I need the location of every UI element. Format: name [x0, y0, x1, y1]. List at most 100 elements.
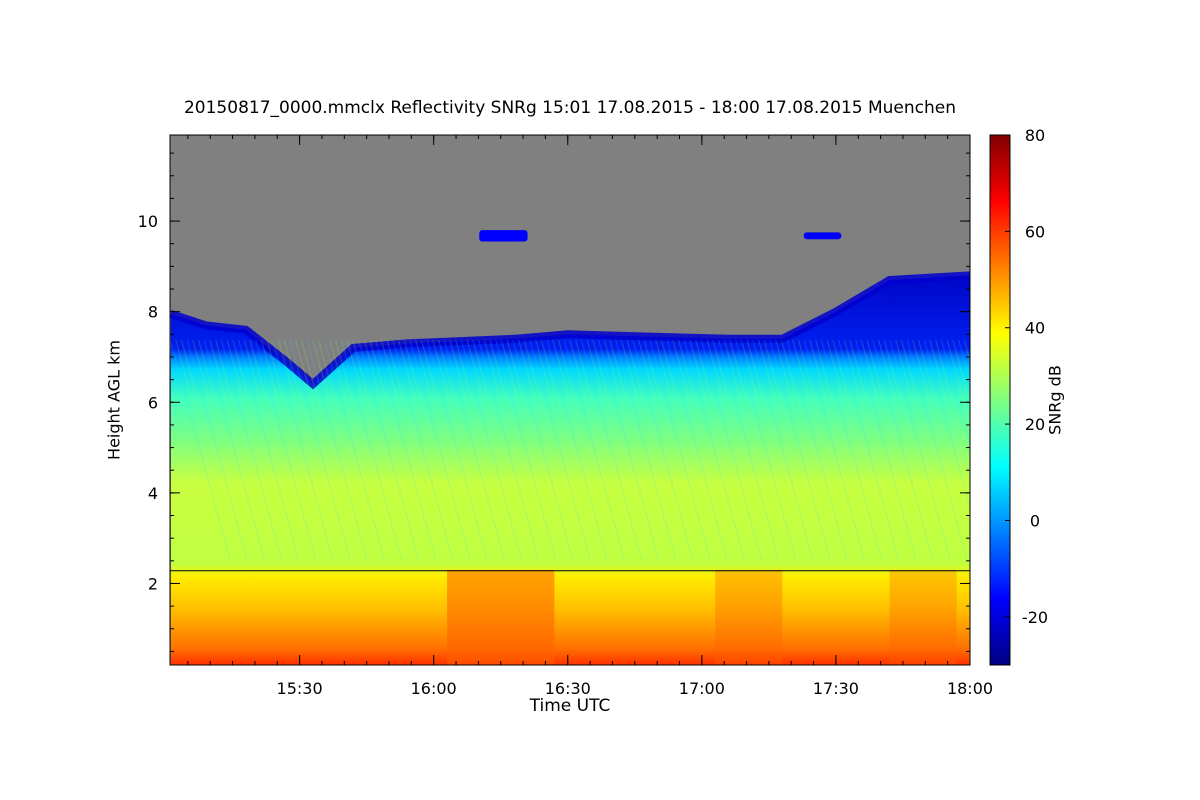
fall-streak [872, 339, 934, 561]
fall-streak [912, 339, 970, 552]
fall-streak [809, 339, 871, 561]
fall-streak [866, 339, 928, 561]
fall-streak [889, 339, 951, 561]
fall-streak [540, 339, 603, 561]
fall-streak [283, 339, 345, 561]
fall-streak [900, 339, 963, 561]
fall-streak [689, 339, 751, 561]
y-tick-label: 4 [148, 484, 158, 503]
colorbar-gradient [989, 134, 1011, 666]
fall-streak [569, 339, 631, 561]
fall-streak [786, 339, 848, 561]
fall-streak [660, 339, 723, 561]
fall-streak [535, 339, 597, 561]
fall-streak [455, 339, 517, 561]
fall-streak [712, 339, 774, 561]
fall-streak [929, 339, 970, 489]
fall-streak [437, 339, 500, 561]
fall-streak [323, 339, 385, 561]
fall-streak [489, 339, 551, 561]
fall-streak [575, 339, 637, 561]
fall-streak [803, 339, 865, 561]
fall-streak [775, 339, 837, 561]
fall-streak [306, 339, 368, 561]
fall-streak [220, 339, 283, 561]
fall-streak [609, 339, 671, 561]
fall-streak [266, 339, 328, 561]
precipitation-shaft [889, 569, 957, 665]
fall-streak [837, 339, 900, 561]
x-tick-label: 16:00 [411, 679, 457, 698]
fall-streak [277, 339, 340, 561]
fall-streak [523, 339, 585, 561]
y-tick-label: 8 [148, 303, 158, 322]
colorbar-tick-label: 20 [1025, 415, 1045, 434]
fall-streak [289, 339, 351, 561]
fall-streak [477, 339, 540, 561]
colorbar: -20 0 20 40 60 80 [989, 126, 1048, 666]
fall-streak [409, 339, 471, 561]
fall-streak [666, 339, 728, 561]
fall-streak [243, 339, 305, 561]
fall-streak [529, 339, 591, 561]
fall-streak [392, 339, 454, 561]
fall-streak [940, 339, 970, 448]
fall-streak [472, 339, 534, 561]
fall-streak [717, 339, 780, 561]
fall-streak [820, 339, 883, 561]
fall-streak [746, 339, 808, 561]
fall-streak [700, 339, 763, 561]
colorbar-tick-label: -20 [1022, 608, 1048, 627]
fall-streak [317, 339, 380, 561]
fall-streak [860, 339, 923, 561]
fall-streak [769, 339, 831, 561]
fall-streak [170, 339, 231, 561]
fall-streak [757, 339, 820, 561]
fall-streak [632, 339, 694, 561]
colorbar-tick-label: 40 [1025, 319, 1045, 338]
fall-streak [603, 339, 665, 561]
fall-streak [506, 339, 568, 561]
fall-streak [197, 339, 260, 561]
fall-streak [192, 339, 254, 561]
fall-streak [512, 339, 574, 561]
fall-streak [466, 339, 528, 561]
x-axis-label: Time UTC [529, 696, 611, 716]
fall-streak [677, 339, 740, 561]
fall-streak [946, 339, 970, 427]
fall-streak [449, 339, 511, 561]
high-echo-patch [803, 232, 842, 240]
fall-streak [883, 339, 945, 561]
fall-streak [346, 339, 408, 561]
fall-streak [237, 339, 300, 561]
fall-streak [500, 339, 563, 561]
fall-streak [855, 339, 917, 561]
plot-area [170, 135, 970, 665]
fall-streak [655, 339, 717, 561]
fall-streak [580, 339, 643, 561]
fall-streak [826, 339, 888, 561]
fall-streak [175, 339, 237, 561]
fall-streak [849, 339, 911, 561]
fall-streak [672, 339, 734, 561]
fall-streak [723, 339, 785, 561]
cloud-top-edge [170, 271, 970, 390]
fall-streak [917, 339, 970, 531]
fall-streak [432, 339, 494, 561]
fall-streak [592, 339, 654, 561]
fall-streak [415, 339, 477, 561]
fall-streak [426, 339, 488, 561]
fall-streak [586, 339, 648, 561]
fall-streak [615, 339, 677, 561]
fall-streak [403, 339, 465, 561]
fall-streak [752, 339, 814, 561]
fall-streak [369, 339, 431, 561]
fall-streak [375, 339, 437, 561]
colorbar-tick-label: 80 [1025, 126, 1045, 145]
fall-streak [260, 339, 323, 561]
colorbar-tick-label: 60 [1025, 222, 1045, 241]
fall-streak [740, 339, 803, 561]
y-tick-label: 10 [138, 212, 158, 231]
fall-streak [357, 339, 420, 561]
fall-streak [552, 339, 614, 561]
